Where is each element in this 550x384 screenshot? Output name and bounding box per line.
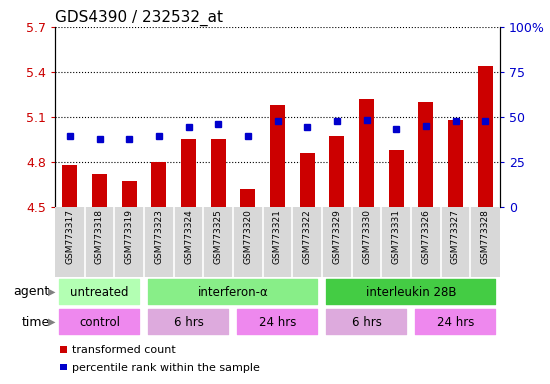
Text: ▶: ▶ <box>47 287 55 297</box>
FancyBboxPatch shape <box>59 279 140 305</box>
FancyBboxPatch shape <box>59 309 140 335</box>
Bar <box>478 66 493 207</box>
Text: GSM773323: GSM773323 <box>155 209 163 264</box>
Text: interferon-α: interferon-α <box>197 285 268 298</box>
Text: GSM773327: GSM773327 <box>451 209 460 264</box>
Bar <box>270 105 285 207</box>
Text: GSM773318: GSM773318 <box>95 209 104 264</box>
Text: ▶: ▶ <box>47 317 55 327</box>
Bar <box>359 99 374 207</box>
Bar <box>62 165 77 207</box>
FancyBboxPatch shape <box>237 309 318 335</box>
FancyBboxPatch shape <box>326 309 407 335</box>
Text: interleukin 28B: interleukin 28B <box>366 285 456 298</box>
Bar <box>151 162 166 207</box>
Bar <box>92 174 107 207</box>
Text: agent: agent <box>14 285 50 298</box>
FancyBboxPatch shape <box>415 309 496 335</box>
Bar <box>389 150 404 207</box>
Text: GSM773324: GSM773324 <box>184 209 193 264</box>
Text: 24 hrs: 24 hrs <box>437 316 474 328</box>
Text: GSM773325: GSM773325 <box>213 209 223 264</box>
Text: 24 hrs: 24 hrs <box>259 316 296 328</box>
Text: percentile rank within the sample: percentile rank within the sample <box>72 362 260 372</box>
Bar <box>240 189 255 207</box>
Text: time: time <box>22 316 50 328</box>
Text: GSM773320: GSM773320 <box>243 209 252 264</box>
Bar <box>181 139 196 207</box>
Text: GSM773328: GSM773328 <box>481 209 490 264</box>
Text: untreated: untreated <box>70 285 129 298</box>
FancyBboxPatch shape <box>326 279 496 305</box>
Text: GDS4390 / 232532_at: GDS4390 / 232532_at <box>55 10 223 26</box>
Text: GSM773322: GSM773322 <box>302 209 312 264</box>
Text: control: control <box>79 316 120 328</box>
FancyBboxPatch shape <box>148 309 229 335</box>
Bar <box>300 153 315 207</box>
Bar <box>448 120 463 207</box>
Bar <box>122 182 136 207</box>
Text: 6 hrs: 6 hrs <box>174 316 204 328</box>
Bar <box>419 102 433 207</box>
Text: GSM773329: GSM773329 <box>332 209 342 264</box>
Text: GSM773331: GSM773331 <box>392 209 400 264</box>
Text: GSM773330: GSM773330 <box>362 209 371 264</box>
Bar <box>329 136 344 207</box>
Text: GSM773319: GSM773319 <box>125 209 134 264</box>
Text: GSM773321: GSM773321 <box>273 209 282 264</box>
Bar <box>211 139 226 207</box>
Text: 6 hrs: 6 hrs <box>351 316 382 328</box>
FancyBboxPatch shape <box>148 279 318 305</box>
Text: GSM773317: GSM773317 <box>65 209 74 264</box>
Text: transformed count: transformed count <box>72 345 176 355</box>
Text: GSM773326: GSM773326 <box>421 209 430 264</box>
